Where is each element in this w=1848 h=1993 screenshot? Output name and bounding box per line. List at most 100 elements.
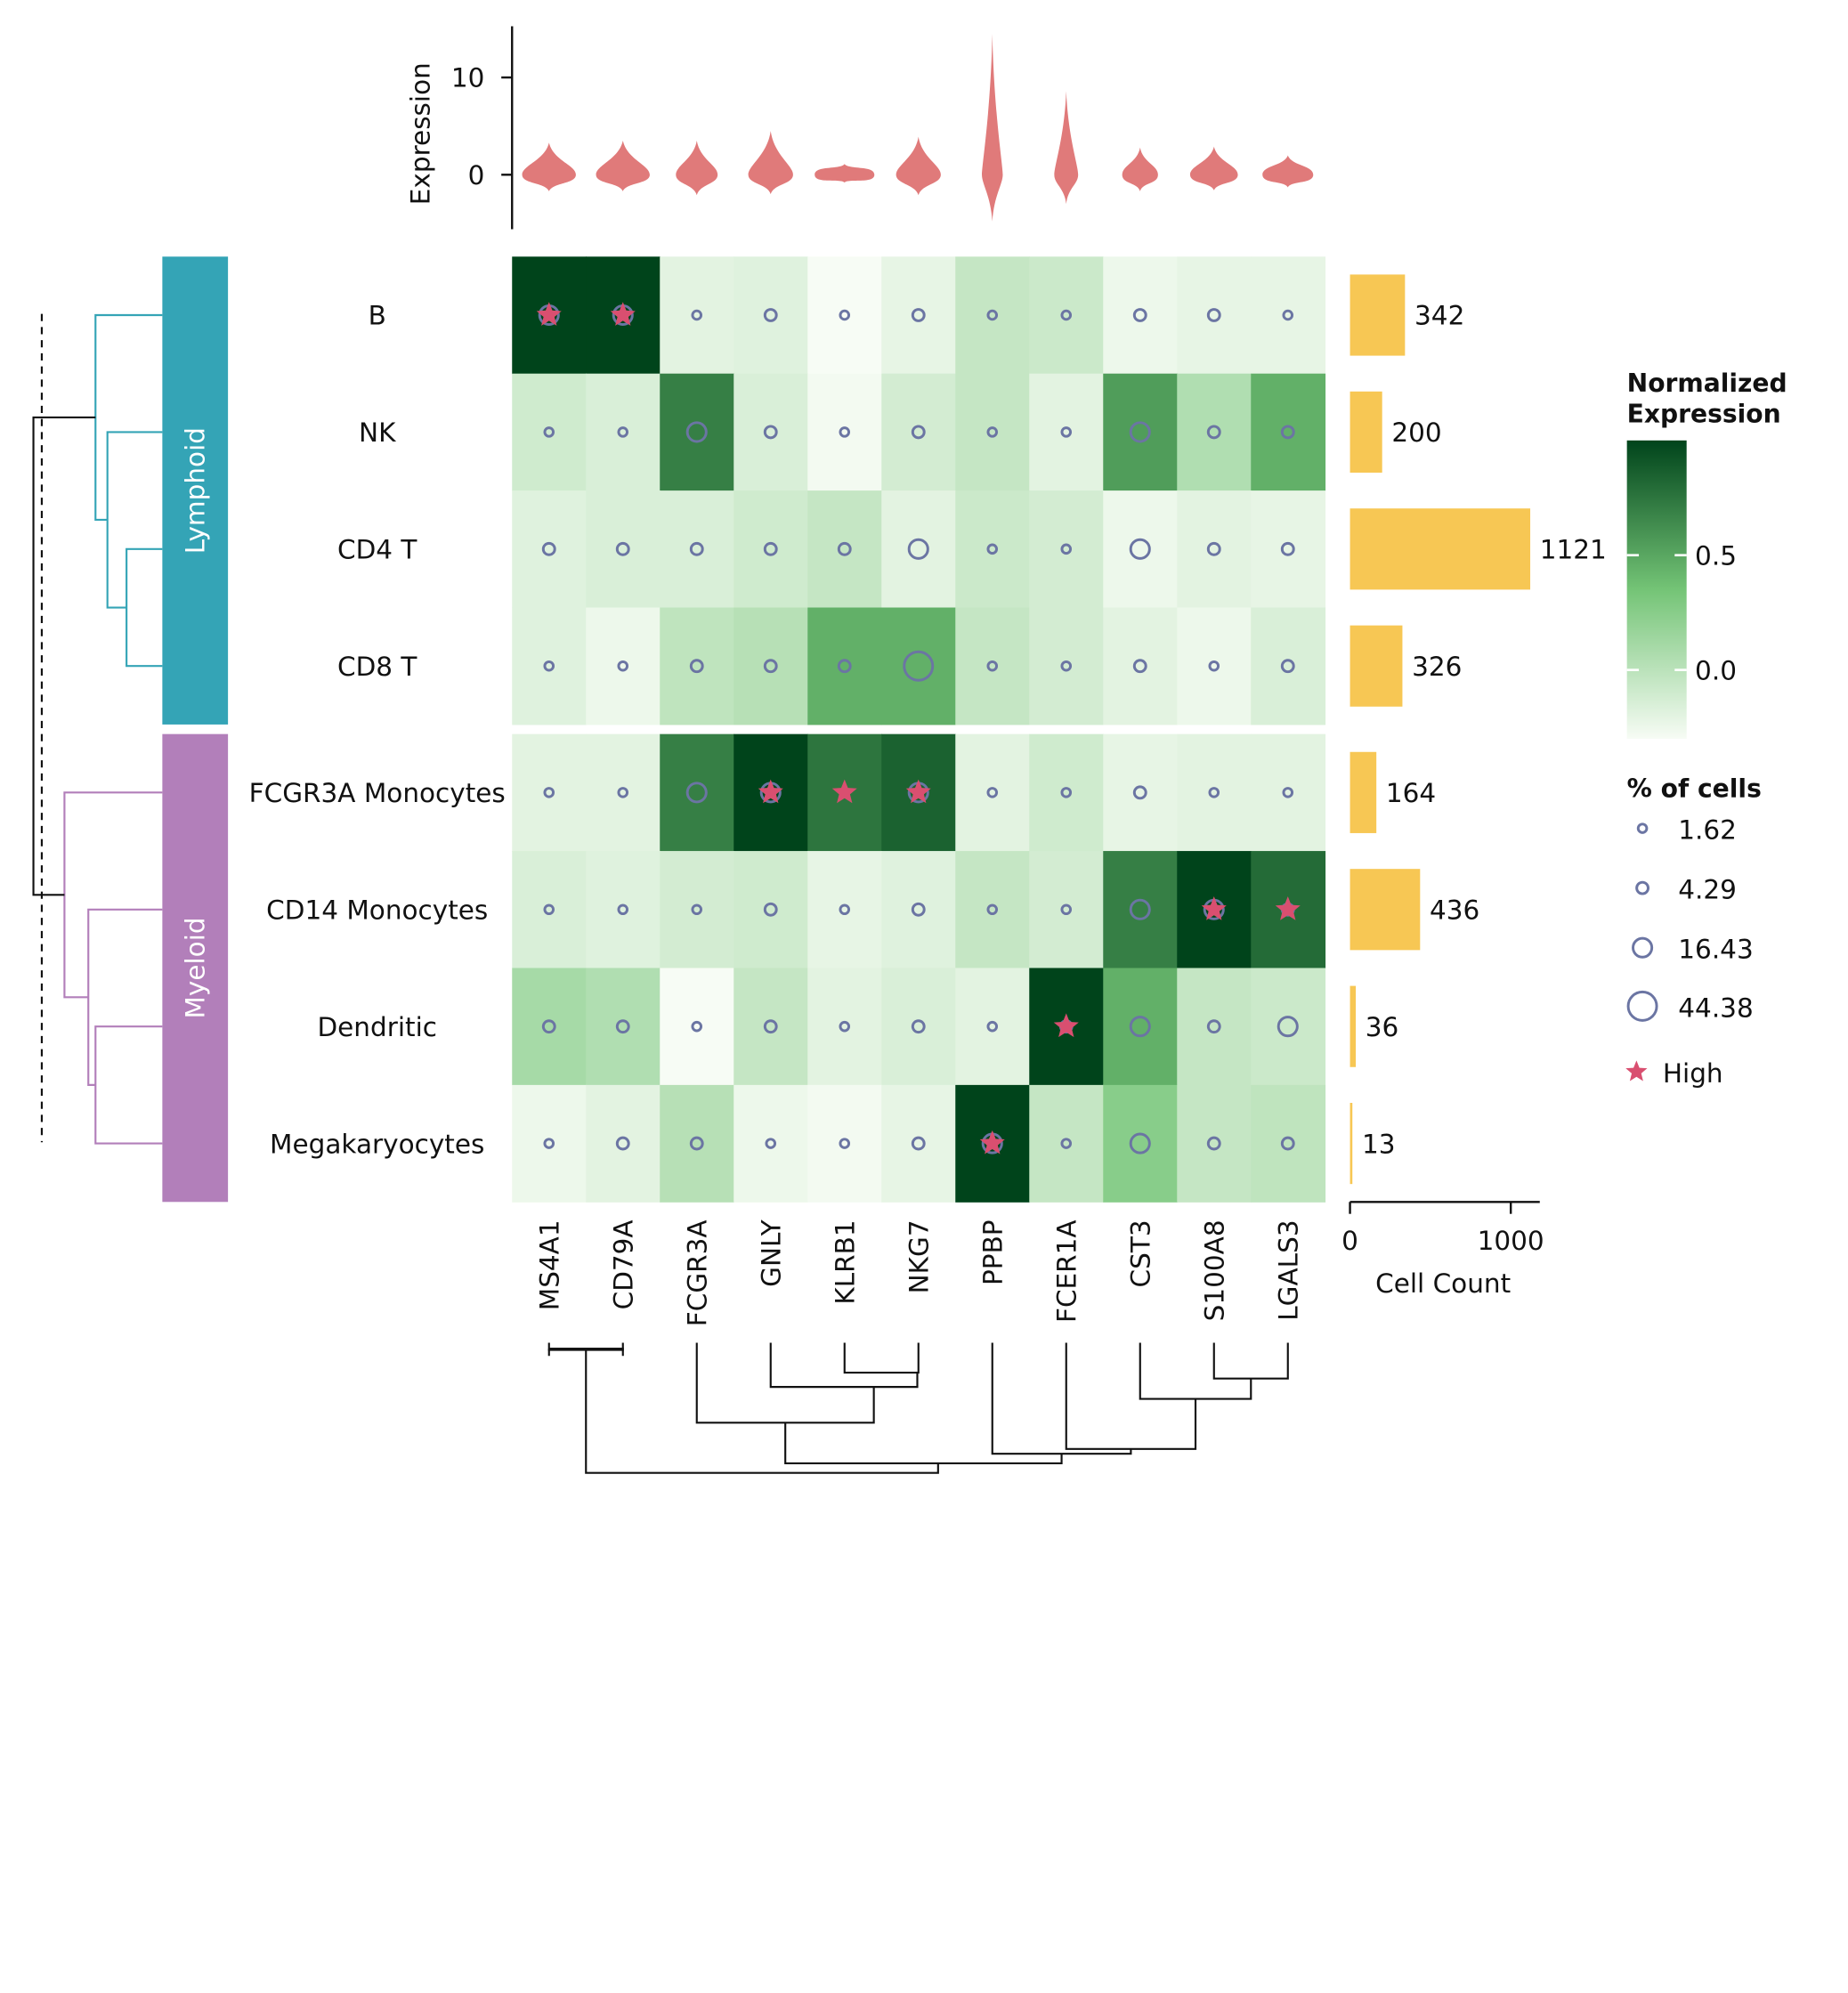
pct-cells-dot xyxy=(543,1138,555,1149)
pct-cells-dot xyxy=(986,787,999,798)
violin xyxy=(748,131,793,195)
pct-cells-dot xyxy=(615,541,630,556)
cell-count-tick-label: 1000 xyxy=(1478,1226,1544,1256)
pct-cells-dot xyxy=(615,1136,630,1151)
violin xyxy=(596,141,650,191)
column-label: NKG7 xyxy=(904,1219,934,1293)
heatmap-cell xyxy=(1103,490,1179,609)
heatmap-cell xyxy=(734,851,809,969)
size-legend-label: 44.38 xyxy=(1678,992,1753,1023)
size-legend-dot xyxy=(1632,936,1654,959)
heatmap-cell xyxy=(955,607,1031,725)
heatmap-cell xyxy=(881,373,957,491)
size-legend-label: 16.43 xyxy=(1678,935,1753,965)
pct-cells-dot xyxy=(903,650,935,682)
heatmap-cell xyxy=(1177,733,1252,852)
heatmap-cell xyxy=(955,256,1031,375)
pct-cells-dot xyxy=(1282,787,1294,798)
size-legend-title: % of cells xyxy=(1627,774,1762,804)
group-band xyxy=(162,256,229,725)
pct-cells-dot xyxy=(911,425,926,440)
pct-cells-dot xyxy=(1060,426,1073,438)
heatmap-cell xyxy=(881,256,957,375)
violin xyxy=(1122,147,1158,191)
pct-cells-dot xyxy=(763,308,778,322)
cell-count-bar xyxy=(1350,985,1357,1067)
pct-cells-dot xyxy=(1060,787,1073,798)
pct-cells-dot xyxy=(1060,903,1073,916)
heatmap-cell xyxy=(1177,256,1252,375)
size-legend-label: 1.62 xyxy=(1678,815,1737,846)
pct-cells-dot xyxy=(689,541,704,556)
pct-cells-dot xyxy=(911,308,926,322)
dendrogram-myeloid xyxy=(94,1025,163,1145)
pct-cells-dot xyxy=(1132,785,1147,800)
heatmap-cell xyxy=(586,373,661,491)
pct-cells-dot xyxy=(911,1019,926,1034)
high-star xyxy=(536,302,562,326)
colorbar-tick-label: 0.0 xyxy=(1695,655,1737,685)
size-legend-label: 4.29 xyxy=(1678,875,1737,905)
heatmap-cell xyxy=(807,968,883,1086)
group-band xyxy=(162,733,229,1203)
heatmap-cells xyxy=(512,256,1326,1203)
pct-cells-dot xyxy=(1132,659,1147,674)
pct-cells-dot xyxy=(541,541,556,556)
pct-cells-dot xyxy=(689,1136,704,1151)
pct-cells-dot xyxy=(1277,1016,1299,1038)
pct-cells-dot xyxy=(986,543,999,555)
heatmap-cell xyxy=(660,968,735,1086)
heatmap-chart: 0 10 Expression B NK CD4 T CD8 T FCGR3A Monocy… xyxy=(32,26,1787,1474)
heatmap-cell xyxy=(660,373,735,491)
pct-cells-dot xyxy=(986,309,999,321)
pct-cells-dot xyxy=(986,426,999,438)
column-label: FCER1A xyxy=(1051,1219,1082,1323)
pct-cells-dot xyxy=(543,660,555,672)
violin xyxy=(982,33,1003,222)
heatmap-cell xyxy=(1103,968,1179,1086)
pct-cells-dot xyxy=(617,660,629,672)
dendrogram-lymphoid xyxy=(126,547,163,668)
heatmap-cell xyxy=(512,373,588,491)
high-star xyxy=(1275,896,1301,920)
pct-cells-dot xyxy=(1208,660,1220,672)
row-label: NK xyxy=(359,417,396,448)
high-star xyxy=(979,1130,1005,1154)
pct-cells-dot xyxy=(543,903,555,916)
heatmap-cell xyxy=(734,607,809,725)
dendrogram-lymphoid xyxy=(106,431,163,609)
pct-cells-dot xyxy=(986,903,999,916)
violin xyxy=(1262,155,1314,188)
pct-cells-dot xyxy=(837,659,852,674)
heatmap-cell xyxy=(807,607,883,725)
heatmap-cell xyxy=(1103,733,1179,852)
cell-count-label: 13 xyxy=(1362,1129,1396,1159)
cell-count-label: 164 xyxy=(1386,778,1436,808)
pct-cells-dot xyxy=(1129,421,1151,443)
violin xyxy=(896,136,941,196)
column-dendrogram xyxy=(843,1342,920,1374)
heatmap-cell xyxy=(807,851,883,969)
pct-cells-dot xyxy=(839,309,851,321)
heatmap-cell xyxy=(512,968,588,1086)
heatmap-cell xyxy=(955,968,1031,1086)
column-label: CST3 xyxy=(1125,1219,1155,1287)
pct-cells-dot xyxy=(685,782,708,804)
column-label: S100A8 xyxy=(1199,1219,1229,1321)
pct-cells-dot xyxy=(1060,660,1073,672)
heatmap-cell xyxy=(1029,256,1105,375)
heatmap-cell xyxy=(1029,1084,1105,1203)
heatmap-cell xyxy=(955,490,1031,609)
pct-cells-dot xyxy=(911,1136,926,1151)
cell-count-bars: 342 200 1121 326 164 436 36 13 0 1000 Cell Count xyxy=(1341,274,1607,1299)
cell-count-bar xyxy=(1350,274,1406,356)
column-dendrogram xyxy=(991,1342,1132,1455)
violin-y-tick-label: 0 xyxy=(468,160,485,190)
column-label: KLRB1 xyxy=(830,1219,860,1304)
size-legend-dot xyxy=(1636,822,1649,834)
heatmap-cell xyxy=(1029,373,1105,491)
heatmap-cell xyxy=(512,1084,588,1203)
pct-cells-dot xyxy=(839,1020,851,1033)
heatmap-cell xyxy=(807,373,883,491)
group-label: Myeloid xyxy=(180,917,210,1018)
